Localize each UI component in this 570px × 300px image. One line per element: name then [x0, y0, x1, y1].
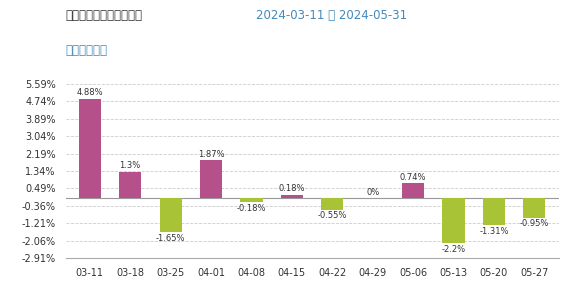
Text: 0%: 0% — [366, 188, 379, 197]
Bar — [241, 198, 263, 202]
Bar — [402, 183, 424, 198]
Text: -2.2%: -2.2% — [441, 245, 466, 254]
Bar — [200, 160, 222, 198]
Text: -0.55%: -0.55% — [317, 211, 347, 220]
Bar — [281, 195, 303, 198]
Text: 1.87%: 1.87% — [198, 150, 225, 159]
Bar — [523, 198, 545, 218]
Bar — [119, 172, 141, 198]
Text: 级别：工业级: 级别：工业级 — [66, 44, 108, 56]
Bar — [442, 198, 465, 244]
Text: -0.95%: -0.95% — [520, 219, 549, 228]
Bar — [321, 198, 343, 210]
Text: 1.3%: 1.3% — [120, 161, 141, 170]
Text: 碳酸锂国内混合价周柱图: 碳酸锂国内混合价周柱图 — [66, 9, 142, 22]
Text: -0.18%: -0.18% — [237, 203, 266, 212]
Text: 0.74%: 0.74% — [400, 173, 426, 182]
Text: -1.31%: -1.31% — [479, 227, 508, 236]
Bar — [483, 198, 505, 225]
Text: -1.65%: -1.65% — [156, 234, 185, 243]
Text: 2024-03-11 － 2024-05-31: 2024-03-11 － 2024-05-31 — [256, 9, 408, 22]
Bar — [79, 98, 101, 198]
Text: 0.18%: 0.18% — [279, 184, 305, 193]
Text: 4.88%: 4.88% — [76, 88, 103, 97]
Bar — [160, 198, 182, 232]
